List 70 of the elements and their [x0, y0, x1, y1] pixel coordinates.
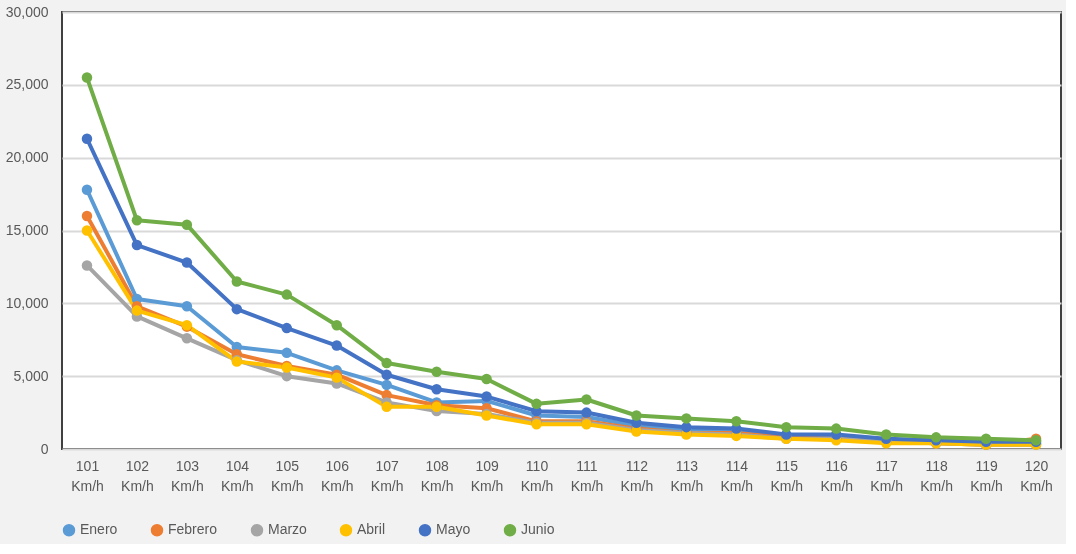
point — [381, 379, 392, 391]
point — [481, 373, 492, 385]
point — [181, 333, 193, 344]
x-tick-label: 118 Km/h — [920, 457, 953, 494]
point — [131, 239, 143, 251]
point — [331, 340, 342, 351]
x-tick-label: 106 Km/h — [320, 457, 354, 494]
point — [381, 369, 392, 380]
point — [830, 423, 842, 434]
x-tick-label: 114 Km/h — [720, 457, 754, 494]
x-tick-label: 112 Km/h — [620, 457, 654, 494]
x-tick-label: 105 Km/h — [270, 457, 304, 494]
x-tick-label: 119 Km/h — [970, 457, 1003, 494]
point — [231, 303, 243, 315]
x-tick-label: 102 Km/h — [121, 457, 154, 494]
point — [81, 72, 93, 83]
y-tick-label: 0 — [40, 440, 49, 457]
point — [181, 257, 193, 268]
point — [81, 225, 93, 236]
point — [431, 384, 442, 395]
point — [281, 347, 293, 359]
legend-label: Abril — [357, 521, 386, 538]
point — [880, 429, 892, 440]
x-tick-label: 120 Km/h — [1020, 457, 1053, 494]
point — [181, 301, 193, 312]
x-tick-label: 115 Km/h — [770, 457, 804, 494]
y-tick-label: 15,000 — [5, 222, 49, 238]
legend-label: Junio — [521, 521, 555, 538]
point — [581, 394, 592, 405]
x-tick-label: 116 Km/h — [820, 457, 854, 494]
x-tick-label: 117 Km/h — [870, 457, 904, 494]
point — [731, 416, 742, 427]
point — [331, 319, 342, 331]
y-tick-label: 10,000 — [5, 294, 49, 311]
point — [381, 401, 392, 412]
x-tick-label: 107 Km/h — [370, 457, 404, 494]
point — [581, 407, 592, 418]
point — [531, 398, 542, 410]
point — [131, 305, 143, 316]
legend-label: Mayo — [436, 521, 471, 538]
x-tick-label: 110 Km/h — [520, 457, 554, 494]
point — [281, 322, 293, 334]
y-tick-label: 5,000 — [13, 367, 49, 384]
legend-label: Marzo — [268, 521, 308, 538]
point — [381, 357, 392, 369]
point — [781, 421, 792, 433]
x-tick-label: 103 Km/h — [171, 457, 204, 494]
x-tick-label: 108 Km/h — [420, 457, 454, 494]
legend-label: Enero — [80, 521, 118, 538]
point — [281, 289, 293, 300]
point — [681, 413, 692, 424]
x-tick-label: 109 Km/h — [470, 457, 504, 494]
point — [81, 210, 93, 222]
y-tick-label: 30,000 — [5, 3, 49, 20]
point — [81, 260, 93, 271]
legend-label: Febrero — [168, 521, 218, 538]
y-tick-label: 20,000 — [5, 149, 49, 166]
point — [81, 133, 93, 144]
x-tick-label: 113 Km/h — [670, 457, 704, 494]
point — [131, 215, 143, 226]
point — [431, 366, 442, 378]
point — [631, 410, 642, 421]
x-tick-label: 101 Km/h — [71, 457, 104, 494]
point — [181, 219, 193, 230]
point — [81, 184, 93, 195]
x-tick-label: 104 Km/h — [220, 457, 254, 494]
y-tick-label: 25,000 — [5, 76, 49, 93]
point — [481, 391, 492, 402]
x-tick-label: 111 Km/h — [570, 457, 604, 494]
point — [231, 276, 243, 287]
